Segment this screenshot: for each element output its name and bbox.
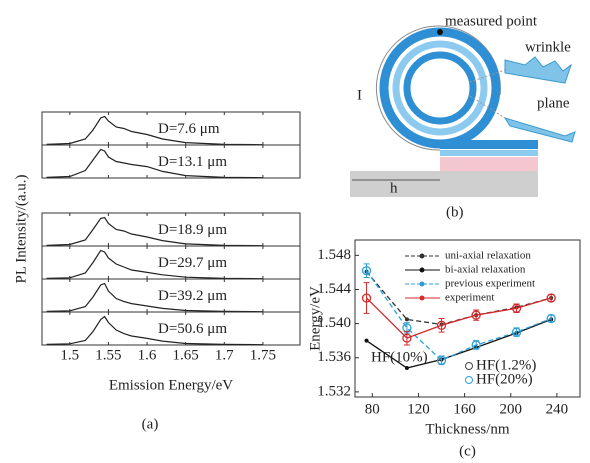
caption-b: (b) [446, 204, 464, 220]
data-point [471, 340, 481, 350]
data-point [471, 310, 481, 320]
legend-marker [419, 253, 425, 259]
data-point [546, 313, 556, 324]
plot-frame [354, 239, 581, 398]
wrinkle-shape [504, 56, 572, 84]
substrate [350, 171, 538, 197]
spectrum-frame [41, 144, 301, 179]
sacrificial-layer [440, 157, 538, 171]
measured-point-dot [437, 29, 443, 35]
series-line [366, 297, 552, 339]
legend-marker [419, 281, 425, 287]
spectrum-label: D=50.6 μm [158, 321, 227, 337]
x-tick-label: 80 [365, 401, 380, 417]
legend-label: previous experiment [445, 278, 535, 290]
x-tick-label: 1.65 [173, 347, 199, 363]
data-point [511, 327, 522, 337]
caption: (a) [142, 416, 159, 432]
roll-middle [392, 40, 488, 136]
series-line [365, 270, 552, 362]
data-point [402, 333, 412, 343]
x-tick-label: 1.55 [95, 347, 121, 363]
y-tick-label: 1.540 [317, 315, 351, 331]
roll-outer [379, 27, 501, 149]
spectrum-label: D=29.7 μm [158, 255, 227, 271]
x-axis-label: Thickness/nm [425, 421, 509, 437]
zoom-line [469, 95, 506, 119]
series-line [366, 318, 552, 369]
annotation: HF(10%) [371, 349, 428, 365]
y-tick-label: 1.532 [317, 383, 351, 399]
spectrum-frame [41, 311, 301, 346]
annotation-marker [465, 362, 473, 370]
label-wrinkle: wrinkle [525, 39, 571, 55]
legend-marker [419, 295, 425, 301]
data-point [361, 266, 372, 276]
x-tick-label: 200 [500, 401, 523, 417]
spectrum-line [46, 148, 263, 179]
spectrum-label: D=18.9 μm [158, 222, 227, 238]
caption: (c) [459, 443, 476, 459]
spectrum-label: D=7.6 μm [158, 121, 220, 137]
x-tick-label: 240 [546, 401, 569, 417]
data-point [546, 293, 556, 303]
data-point [361, 293, 372, 303]
spectrum-line [46, 216, 263, 247]
spectrum-line [46, 249, 263, 280]
flat-layer [440, 140, 538, 149]
spectrum-label: D=39.2 μm [158, 288, 227, 304]
plane-shape [503, 117, 576, 143]
data-point [511, 303, 522, 313]
y-tick-label: 1.548 [317, 247, 351, 263]
y-axis-label: PL Intensity/(a.u.) [13, 174, 29, 283]
label-plane: plane [537, 95, 570, 111]
data-point [404, 365, 409, 370]
data-point [436, 355, 447, 365]
annotation: HF(1.2%) [476, 357, 536, 373]
legend-label: experiment [445, 292, 494, 304]
data-point [364, 338, 369, 343]
radius-arc [375, 25, 501, 151]
spectrum-line [46, 115, 263, 146]
legend-label: bi-axial relaxation [445, 264, 526, 276]
label-measured-point: measured point [445, 13, 538, 29]
spectrum-label: D=13.1 μm [158, 154, 227, 170]
roll-inner [403, 51, 477, 125]
legend-label: uni-axial relaxation [445, 250, 531, 262]
data-point [404, 317, 409, 322]
x-tick-label: 1.75 [250, 347, 276, 363]
x-tick-label: 160 [453, 401, 476, 417]
error-bar [363, 263, 370, 279]
data-point [436, 320, 447, 330]
x-axis-label: Emission Energy/eV [109, 377, 233, 393]
label-radius: I [357, 87, 362, 103]
x-tick-label: 120 [407, 401, 430, 417]
label-height: h [390, 180, 398, 196]
roll-diagram [350, 25, 576, 197]
x-tick-label: 1.5 [60, 347, 79, 363]
annotation: HF(20%) [476, 371, 533, 387]
y-tick-label: 1.544 [317, 281, 351, 297]
legend-marker [419, 267, 425, 273]
spectrum-line [46, 315, 263, 346]
x-tick-label: 1.6 [138, 347, 157, 363]
annotation-marker [465, 376, 473, 384]
error-bar [363, 282, 370, 314]
spectrum-line [46, 282, 263, 313]
x-tick-label: 1.7 [215, 347, 234, 363]
y-axis-label: Energy/eV [307, 286, 323, 351]
y-tick-label: 1.536 [317, 349, 351, 365]
flat-layer [440, 150, 538, 156]
